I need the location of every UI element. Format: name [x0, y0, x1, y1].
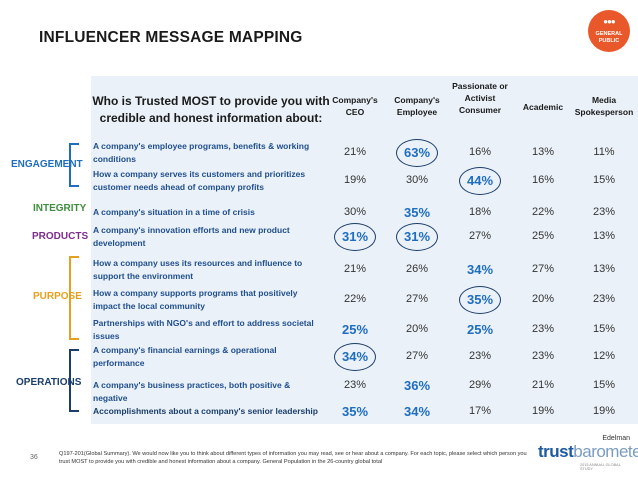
column-header: Academic	[522, 102, 564, 112]
table-cell: 23%	[468, 350, 492, 362]
table-cell: 35%	[341, 404, 369, 419]
table-cell: 25%	[531, 230, 555, 242]
table-cell: 27%	[468, 230, 492, 242]
row-label: A company's innovation efforts and new p…	[93, 225, 290, 248]
table-cell: 11%	[593, 146, 615, 158]
table-cell: 30%	[405, 174, 429, 186]
table-cell: 35%	[403, 205, 431, 220]
highlight-oval	[396, 223, 438, 251]
question-header: Who is Trusted MOST to provide you with …	[92, 94, 330, 125]
table-cell: 19%	[531, 405, 555, 417]
table-cell: 21%	[531, 379, 555, 391]
table-cell: 15%	[592, 174, 616, 186]
logo-brand-b: barometer	[573, 442, 638, 461]
table-cell: 30%	[343, 206, 367, 218]
table-cell: 34%	[403, 404, 431, 419]
table-cell: 20%	[531, 293, 555, 305]
category-bracket	[69, 143, 79, 187]
badge-line2: PUBLIC	[598, 38, 620, 44]
row-label: A company's employee programs, benefits …	[93, 141, 310, 164]
row-label: How a company uses its resources and inf…	[93, 258, 303, 281]
table-cell: 26%	[405, 263, 429, 275]
category-label: PRODUCTS	[32, 231, 89, 242]
table-cell: 29%	[468, 379, 492, 391]
table-cell: 23%	[531, 350, 555, 362]
row-label: A company's business practices, both pos…	[93, 380, 291, 403]
table-cell: 20%	[405, 323, 429, 335]
table-cell: 34%	[466, 262, 494, 277]
general-public-badge: ●●● GENERAL PUBLIC	[588, 10, 630, 52]
row-label: How a company supports programs that pos…	[93, 288, 298, 311]
table-cell: 19%	[343, 174, 367, 186]
highlight-oval	[459, 286, 501, 314]
table-cell: 36%	[403, 378, 431, 393]
table-cell: 12%	[592, 350, 616, 362]
table-cell: 27%	[405, 293, 429, 305]
row-label: A company's situation in a time of crisi…	[93, 207, 255, 217]
table-cell: 21%	[343, 146, 367, 158]
table-cell: 15%	[592, 379, 616, 391]
table-cell: 17%	[468, 405, 492, 417]
footnote: Q197-201(Global Summary). We would now l…	[59, 451, 527, 465]
table-cell: 16%	[468, 146, 492, 158]
table-background	[91, 76, 638, 424]
table-cell: 27%	[531, 263, 555, 275]
category-label: INTEGRITY	[33, 203, 87, 214]
category-label: ENGAGEMENT	[11, 159, 83, 170]
table-cell: 13%	[592, 263, 616, 275]
highlight-oval	[459, 167, 501, 195]
category-label: OPERATIONS	[16, 377, 82, 388]
table-cell: 16%	[531, 174, 555, 186]
table-cell: 23%	[531, 323, 555, 335]
people-group-icon: ●●●	[603, 17, 616, 26]
logo-tagline: 2015 ANNUAL GLOBAL STUDY	[580, 463, 621, 471]
row-label: How a company serves its customers and p…	[93, 169, 306, 192]
table-cell: 13%	[531, 146, 555, 158]
logo-brand: trustbarometer	[538, 442, 638, 462]
logo-company: Edelman	[602, 435, 630, 442]
column-header: Company's CEO	[332, 95, 378, 117]
highlight-oval	[396, 139, 438, 167]
category-label: PURPOSE	[33, 291, 82, 302]
highlight-oval	[334, 223, 376, 251]
table-cell: 27%	[405, 350, 429, 362]
table-cell: 22%	[343, 293, 367, 305]
logo-brand-a: trust	[538, 442, 574, 461]
table-cell: 15%	[592, 323, 616, 335]
column-header: Passionate or Activist Consumer	[452, 81, 508, 115]
table-cell: 19%	[592, 405, 616, 417]
row-label: Partnerships with NGO's and effort to ad…	[93, 318, 314, 341]
page-number: 36	[30, 454, 38, 461]
table-cell: 25%	[466, 322, 494, 337]
column-header: Company's Employee	[394, 95, 440, 117]
category-bracket	[69, 256, 79, 340]
category-bracket	[69, 349, 79, 412]
column-header: Media Spokesperson	[574, 95, 634, 117]
table-cell: 13%	[592, 230, 616, 242]
table-cell: 21%	[343, 263, 367, 275]
row-label: A company's financial earnings & operati…	[93, 345, 277, 368]
row-label: Accomplishments about a company's senior…	[93, 406, 318, 416]
table-cell: 23%	[592, 293, 616, 305]
table-cell: 25%	[341, 322, 369, 337]
page-title: INFLUENCER MESSAGE MAPPING	[39, 29, 303, 46]
badge-line1: GENERAL	[595, 31, 623, 37]
table-cell: 22%	[531, 206, 555, 218]
table-cell: 23%	[343, 379, 367, 391]
trustbarometer-logo: Edelman trustbarometer 2015 ANNUAL GLOBA…	[538, 435, 638, 471]
table-cell: 18%	[468, 206, 492, 218]
table-cell: 23%	[592, 206, 616, 218]
highlight-oval	[334, 343, 376, 371]
